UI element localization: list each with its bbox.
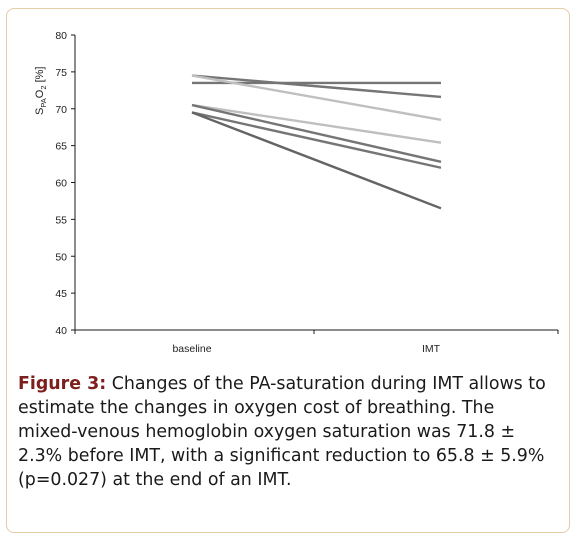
series-line-6	[191, 111, 442, 169]
figure-panel	[6, 8, 570, 533]
y-tick-label: 50	[55, 251, 67, 263]
x-tick-label: IMT	[422, 343, 441, 355]
figure-caption: Figure 3: Changes of the PA-saturation d…	[18, 372, 558, 492]
y-tick-label: 60	[55, 178, 67, 190]
y-tick-label: 65	[55, 141, 67, 153]
figure-caption-text: Changes of the PA-saturation during IMT …	[18, 374, 546, 490]
y-tick-label: 40	[55, 325, 67, 337]
series-line-5	[191, 103, 442, 164]
figure-label: Figure 3:	[18, 374, 107, 394]
series-line-7	[191, 111, 442, 210]
series-line-3	[191, 74, 442, 121]
series-line-4	[191, 103, 442, 144]
y-axis-label: SPAO2 [%]	[34, 67, 48, 115]
y-tick-label: 80	[55, 30, 67, 42]
series-line-1	[191, 74, 442, 99]
y-tick-label: 45	[55, 288, 67, 300]
y-tick-label: 70	[55, 104, 67, 116]
y-tick-label: 75	[55, 67, 67, 79]
y-tick-label: 55	[55, 214, 67, 226]
x-tick-label: baseline	[172, 343, 211, 355]
line-chart: 40 45 50 55 60 65 70 75 80 baseline IMT SPAO2 [%]	[34, 30, 559, 355]
